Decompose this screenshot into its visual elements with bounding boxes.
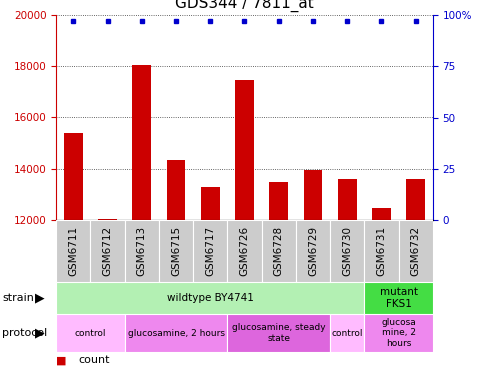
Bar — [303, 170, 322, 220]
Title: GDS344 / 7811_at: GDS344 / 7811_at — [175, 0, 313, 12]
Bar — [166, 160, 185, 220]
Bar — [371, 209, 390, 220]
Text: glucosamine, steady
state: glucosamine, steady state — [231, 323, 325, 343]
Text: control: control — [75, 329, 106, 337]
Bar — [364, 220, 398, 282]
Text: GSM6713: GSM6713 — [137, 226, 146, 276]
Text: control: control — [331, 329, 362, 337]
Text: GSM6730: GSM6730 — [342, 226, 351, 276]
Bar — [56, 314, 124, 352]
Text: GSM6731: GSM6731 — [376, 226, 386, 276]
Text: protocol: protocol — [2, 328, 48, 338]
Text: wildtype BY4741: wildtype BY4741 — [166, 293, 253, 303]
Bar — [364, 282, 432, 314]
Bar — [90, 220, 124, 282]
Bar — [227, 220, 261, 282]
Bar — [132, 65, 151, 220]
Bar — [98, 219, 117, 220]
Bar — [64, 133, 82, 220]
Text: ▶: ▶ — [35, 326, 45, 340]
Text: mutant
FKS1: mutant FKS1 — [379, 287, 417, 309]
Text: GSM6732: GSM6732 — [410, 226, 420, 276]
Bar — [227, 314, 329, 352]
Text: GSM6715: GSM6715 — [171, 226, 181, 276]
Text: GSM6712: GSM6712 — [102, 226, 112, 276]
Bar — [364, 314, 432, 352]
Bar — [329, 314, 364, 352]
Text: GSM6717: GSM6717 — [205, 226, 215, 276]
Bar — [56, 282, 364, 314]
Text: count: count — [78, 355, 109, 365]
Bar — [193, 220, 227, 282]
Bar — [56, 220, 90, 282]
Bar — [235, 81, 253, 220]
Text: strain: strain — [2, 293, 34, 303]
Text: GSM6729: GSM6729 — [307, 226, 317, 276]
Bar — [269, 182, 287, 220]
Text: GSM6728: GSM6728 — [273, 226, 283, 276]
Text: GSM6726: GSM6726 — [239, 226, 249, 276]
Bar — [124, 220, 159, 282]
Bar — [295, 220, 329, 282]
Bar — [201, 187, 219, 220]
Text: glucosamine, 2 hours: glucosamine, 2 hours — [127, 329, 224, 337]
Text: glucosa
mine, 2
hours: glucosa mine, 2 hours — [380, 318, 415, 348]
Bar — [329, 220, 364, 282]
Bar — [261, 220, 295, 282]
Text: ■: ■ — [56, 355, 66, 365]
Bar — [406, 179, 424, 220]
Text: ▶: ▶ — [35, 291, 45, 305]
Text: GSM6711: GSM6711 — [68, 226, 78, 276]
Bar — [398, 220, 432, 282]
Bar — [337, 179, 356, 220]
Bar — [124, 314, 227, 352]
Bar — [159, 220, 193, 282]
